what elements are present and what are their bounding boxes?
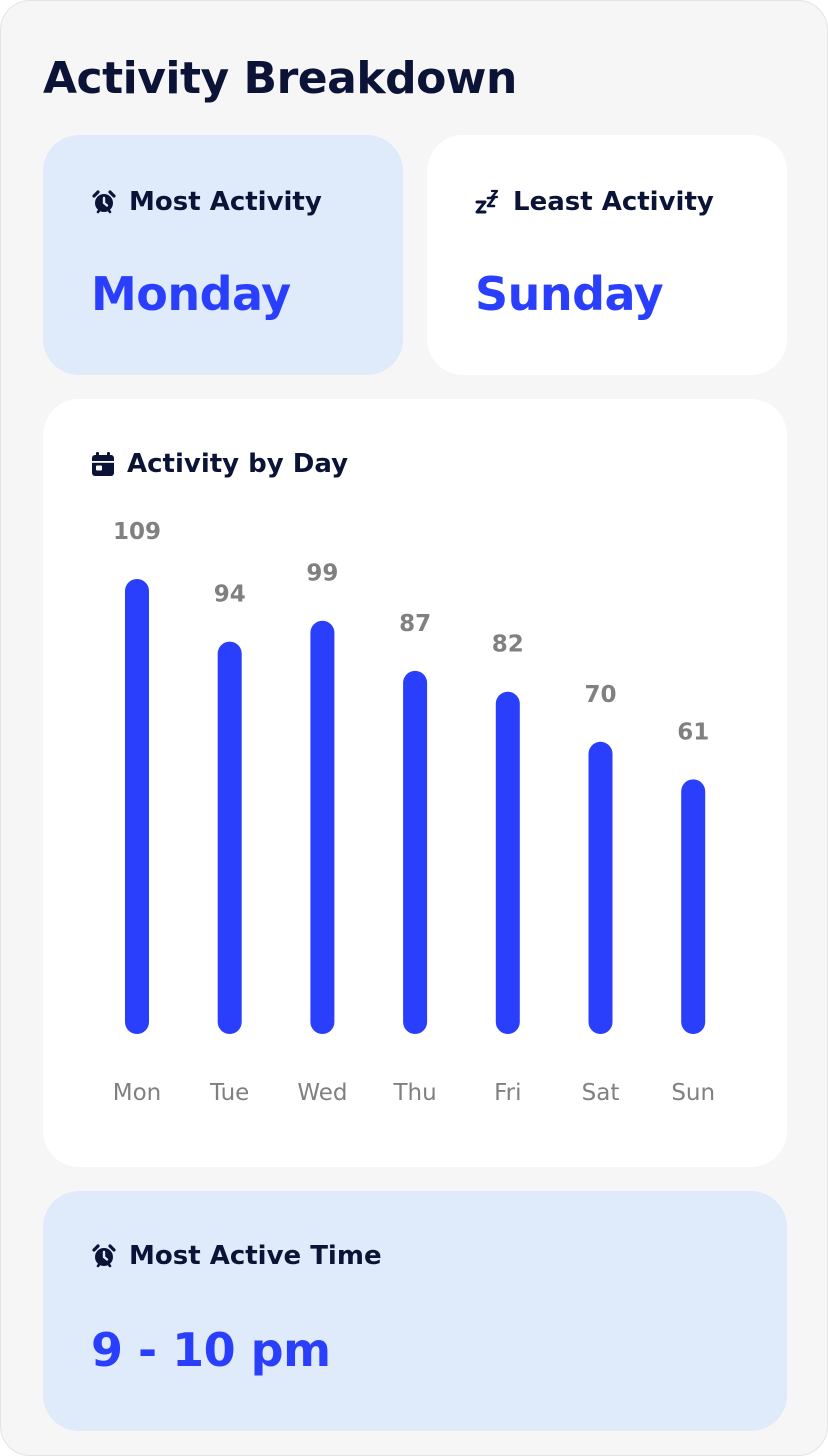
bar-wed [310,620,335,1034]
x-axis-tick-label: Wed [297,1080,347,1106]
most-activity-label: Most Activity [129,187,322,217]
calendar-icon [91,451,115,477]
x-axis-tick-label: Mon [113,1080,162,1106]
activity-bar-chart: 109 Mon 94 Tue 99 Wed 87 Thu 82 Fri 70 Sat 61 Sun [113,519,715,1106]
bar-value-label: 99 [306,561,338,587]
bar-tue [217,641,242,1034]
bar-value-label: 109 [113,519,161,545]
least-activity-label: Least Activity [513,187,714,217]
bar-value-label: 61 [677,719,709,745]
x-axis-tick-label: Sun [671,1080,715,1106]
alarm-clock-icon [91,189,117,215]
x-axis-tick-label: Tue [209,1080,249,1106]
zzz-icon [475,189,501,215]
activity-by-day-label: Activity by Day [127,449,349,479]
most-activity-card: Most Activity Monday [43,135,403,375]
bar-value-label: 87 [399,611,431,637]
x-axis-tick-label: Thu [392,1080,436,1106]
bar-thu [403,670,428,1034]
bar-mon [125,579,149,1034]
least-activity-card: Least Activity Sunday [427,135,787,375]
most-active-time-label: Most Active Time [129,1241,382,1271]
x-axis-tick-label: Sat [582,1080,620,1106]
least-activity-value: Sunday [475,267,664,321]
bar-fri [495,691,520,1034]
alarm-clock-icon [91,1243,117,1269]
most-active-time-card: Most Active Time 9 - 10 pm [43,1191,787,1431]
bar-value-label: 82 [492,632,524,658]
x-axis-tick-label: Fri [494,1080,521,1106]
bar-sat [588,741,613,1034]
bar-value-label: 70 [584,682,616,708]
most-activity-value: Monday [91,267,291,321]
activity-by-day-card: Activity by Day 109 Mon 94 Tue 99 Wed 87 Thu 82 F… [43,399,787,1167]
bar-sun [681,779,706,1034]
page-title: Activity Breakdown [43,53,517,104]
most-active-time-value: 9 - 10 pm [91,1323,331,1377]
bar-value-label: 94 [214,582,246,608]
